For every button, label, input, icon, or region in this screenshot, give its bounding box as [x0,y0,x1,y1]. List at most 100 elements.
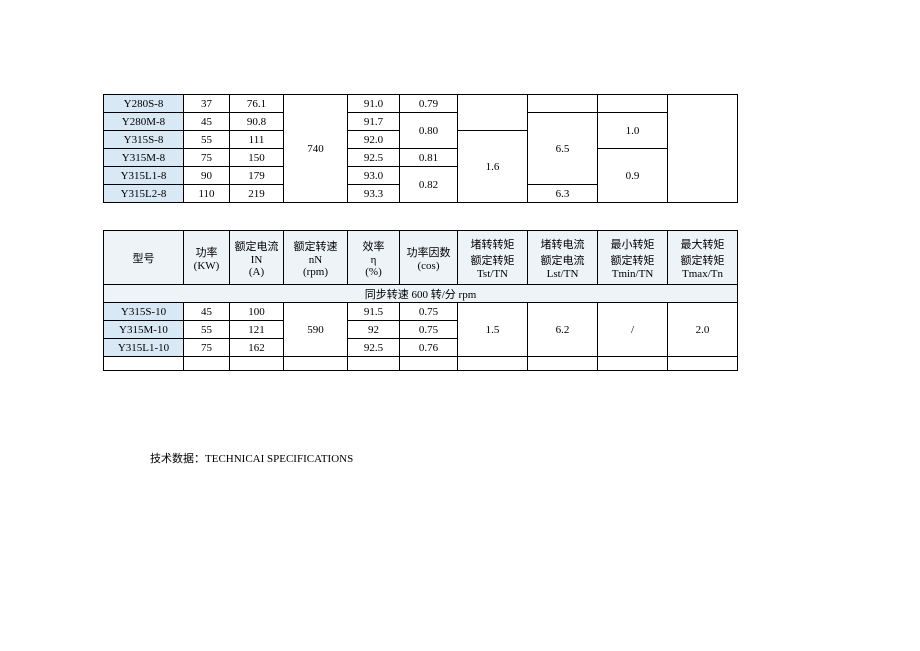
hdr-kw-l1: (KW) [194,260,220,272]
t1-eff-2: 92.0 [348,131,400,149]
t1-kw-5: 110 [184,185,230,203]
hdr-eff-l0: 效率 [363,241,385,253]
hdr-rpm-l1: nN [309,254,322,266]
hdr-cos-l1: (cos) [418,260,440,272]
hdr-eff-l2: (%) [365,266,382,278]
t2-band: 同步转速 600 转/分 rpm [104,285,738,303]
t2-cos-2: 0.76 [400,339,458,357]
hdr-lst-l2: Lst/TN [547,268,579,280]
t2-lst: 6.2 [528,303,598,357]
t1-eff-5: 93.3 [348,185,400,203]
t2-empty-3 [284,357,348,371]
hdr-tmin-l0: 最小转矩 [611,239,655,251]
t2-empty-0 [104,357,184,371]
t1-eff-3: 92.5 [348,149,400,167]
hdr-tmin-l1: 额定转矩 [611,255,655,267]
t1-cos-45: 0.82 [400,167,458,203]
t1-rpm: 740 [284,95,348,203]
t1-model-0: Y280S-8 [104,95,184,113]
t1-kw-2: 55 [184,131,230,149]
hdr-lst-l1: 额定电流 [541,255,585,267]
t2-empty-2 [230,357,284,371]
hdr-tmax-l0: 最大转矩 [681,239,725,251]
hdr-rpm-l2: (rpm) [303,266,328,278]
t2-a-2: 162 [230,339,284,357]
t1-eff-4: 93.0 [348,167,400,185]
t2-tst: 1.5 [458,303,528,357]
hdr-tmax: 最大转矩 额定转矩 Tmax/Tn [668,231,738,285]
t2-empty-7 [528,357,598,371]
t1-tmax-blank [668,95,738,203]
t1-a-1: 90.8 [230,113,284,131]
t2-empty-5 [400,357,458,371]
spec-table-8pole: Y280S-8 37 76.1 740 91.0 0.79 Y280M-8 45… [103,94,738,203]
t1-tmin-456: 0.9 [598,149,668,203]
t2-empty-4 [348,357,400,371]
t2-model-0: Y315S-10 [104,303,184,321]
hdr-tmax-l1: 额定转矩 [681,255,725,267]
t1-lst-blank-top [528,95,598,113]
t2-cos-0: 0.75 [400,303,458,321]
hdr-kw: 功率 (KW) [184,231,230,285]
t1-model-2: Y315S-8 [104,131,184,149]
t1-a-2: 111 [230,131,284,149]
hdr-eff-l1: η [371,254,377,266]
t2-model-1: Y315M-10 [104,321,184,339]
hdr-tst-l2: Tst/TN [477,268,508,280]
t2-empty-6 [458,357,528,371]
t1-cos-3: 0.81 [400,149,458,167]
hdr-lst-l0: 堵转电流 [541,239,585,251]
t1-kw-3: 75 [184,149,230,167]
t1-cos-0: 0.79 [400,95,458,113]
t2-cos-1: 0.75 [400,321,458,339]
t1-tst-blank-top [458,95,528,131]
hdr-tst-l0: 堵转转矩 [471,239,515,251]
hdr-a-l1: IN [251,254,263,266]
t1-eff-1: 91.7 [348,113,400,131]
hdr-a-l2: (A) [249,266,264,278]
hdr-model: 型号 [104,231,184,285]
hdr-rpm: 额定转速 nN (rpm) [284,231,348,285]
hdr-tmin: 最小转矩 额定转矩 Tmin/TN [598,231,668,285]
hdr-cos-l0: 功率因数 [407,247,451,259]
t2-kw-1: 55 [184,321,230,339]
hdr-eff: 效率 η (%) [348,231,400,285]
t1-a-5: 219 [230,185,284,203]
t1-model-3: Y315M-8 [104,149,184,167]
t2-kw-2: 75 [184,339,230,357]
t1-lst-6: 6.3 [528,185,598,203]
t1-tmin-23: 1.0 [598,113,668,149]
t1-model-4: Y315L1-8 [104,167,184,185]
hdr-tst: 堵转转矩 额定转矩 Tst/TN [458,231,528,285]
t1-a-4: 179 [230,167,284,185]
hdr-cos: 功率因数 (cos) [400,231,458,285]
hdr-a: 额定电流 IN (A) [230,231,284,285]
t2-kw-0: 45 [184,303,230,321]
t1-tst-3456: 1.6 [458,131,528,203]
t2-empty-9 [668,357,738,371]
t2-rpm: 590 [284,303,348,357]
page: Y280S-8 37 76.1 740 91.0 0.79 Y280M-8 45… [0,0,920,651]
t1-model-1: Y280M-8 [104,113,184,131]
t2-empty-8 [598,357,668,371]
t2-eff-2: 92.5 [348,339,400,357]
hdr-rpm-l0: 额定转速 [294,241,338,253]
hdr-a-l0: 额定电流 [235,241,279,253]
t2-a-0: 100 [230,303,284,321]
footer-title: 技术数据：TECHNICAI SPECIFICATIONS [150,450,353,466]
t2-model-2: Y315L1-10 [104,339,184,357]
t2-empty-1 [184,357,230,371]
hdr-tmax-l2: Tmax/Tn [682,268,723,280]
hdr-lst: 堵转电流 额定电流 Lst/TN [528,231,598,285]
t2-tmin: / [598,303,668,357]
t1-eff-0: 91.0 [348,95,400,113]
t1-cos-12: 0.80 [400,113,458,149]
hdr-tmin-l2: Tmin/TN [612,268,654,280]
hdr-tst-l1: 额定转矩 [471,255,515,267]
t1-kw-1: 45 [184,113,230,131]
t1-a-3: 150 [230,149,284,167]
t1-model-5: Y315L2-8 [104,185,184,203]
spec-table-10pole: 型号 功率 (KW) 额定电流 IN (A) 额定转速 nN (rpm) 效率 … [103,230,738,371]
t2-eff-1: 92 [348,321,400,339]
t2-tmax: 2.0 [668,303,738,357]
